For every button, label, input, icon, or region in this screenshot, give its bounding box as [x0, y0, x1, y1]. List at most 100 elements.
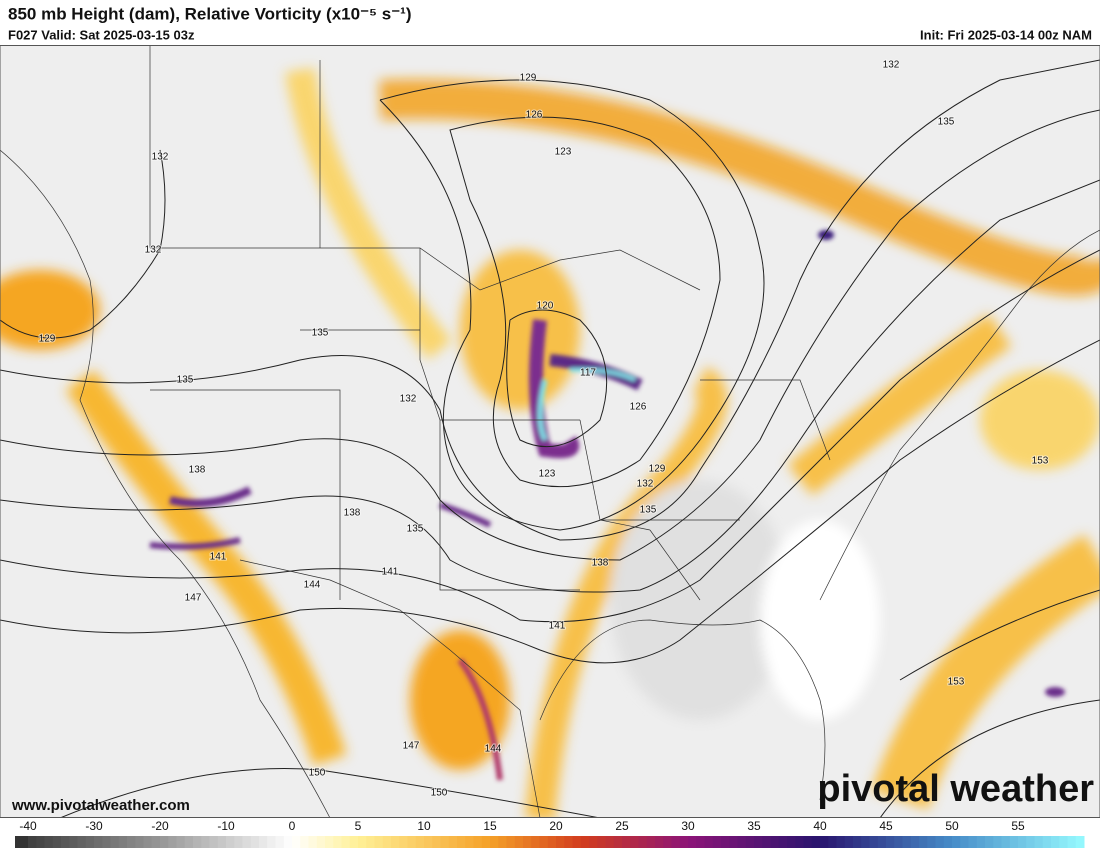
- colorbar-segment: [1051, 836, 1060, 848]
- colorbar-segment: [250, 836, 260, 848]
- contour-label: 132: [400, 394, 417, 405]
- colorbar-segment: [803, 836, 813, 848]
- colorbar-segment: [201, 836, 210, 848]
- vorticity-field: [0, 67, 1100, 818]
- colorbar-segment: [597, 836, 606, 848]
- vorticity-maxima: [149, 230, 1065, 781]
- contour-label: 153: [948, 677, 965, 688]
- colorbar-segment: [1026, 836, 1035, 848]
- colorbar-segment: [94, 836, 103, 848]
- init-time: Init: Fri 2025-03-14 00z NAM: [920, 27, 1092, 42]
- colorbar-segment: [976, 836, 986, 848]
- colorbar-segment: [778, 836, 788, 848]
- colorbar-segment: [869, 836, 879, 848]
- colorbar-segment: [267, 836, 276, 848]
- colorbar-segment: [259, 836, 268, 848]
- colorbar-tick-label: 35: [747, 819, 761, 833]
- colorbar-segment: [209, 836, 219, 848]
- height-contours: [0, 59, 1100, 818]
- colorbar-tick-label: 55: [1011, 819, 1025, 833]
- colorbar-tick-label: 45: [879, 819, 893, 833]
- colorbar-tick-label: 5: [355, 819, 362, 833]
- colorbar-segment: [811, 836, 821, 848]
- colorbar-segment: [580, 836, 590, 848]
- colorbar-segment: [275, 836, 285, 848]
- contour-label: 126: [526, 110, 543, 121]
- colorbar-segment: [160, 836, 169, 848]
- contour-label: 120: [537, 301, 554, 312]
- colorbar-segment: [424, 836, 433, 848]
- colorbar-segment: [184, 836, 194, 848]
- colorbar-segment: [1009, 836, 1019, 848]
- contour-label: 135: [177, 375, 194, 386]
- colorbar-segment: [118, 836, 128, 848]
- contour-label: 141: [382, 567, 399, 578]
- colorbar-segment: [844, 836, 854, 848]
- colorbar-segment: [481, 836, 491, 848]
- colorbar-segment: [1042, 836, 1052, 848]
- colorbar-segment: [217, 836, 227, 848]
- colorbar-segment: [531, 836, 540, 848]
- valid-time: F027 Valid: Sat 2025-03-15 03z: [8, 27, 195, 42]
- colorbar-segment: [605, 836, 615, 848]
- colorbar-segment: [696, 836, 705, 848]
- colorbar-segment: [366, 836, 375, 848]
- contour-label: 150: [309, 768, 326, 779]
- colorbar-segment: [407, 836, 417, 848]
- colorbar-segment: [630, 836, 639, 848]
- contour-label: 132: [883, 60, 900, 71]
- colorbar-segment: [292, 836, 301, 848]
- colorbar-segment: [1059, 836, 1068, 848]
- colorbar-segment: [853, 836, 862, 848]
- contour-label: 129: [649, 464, 666, 475]
- colorbar-segment: [283, 836, 293, 848]
- contour-labels: 129 126 123 132 135 132 132 129 135 135 132 120 117 1…: [38, 59, 1050, 800]
- colorbar-segment: [787, 836, 796, 848]
- contour-label: 144: [485, 744, 502, 755]
- colorbar-segment: [745, 836, 755, 848]
- colorbar-segment: [226, 836, 235, 848]
- contour-label: 123: [539, 469, 556, 480]
- colorbar-segment: [952, 836, 961, 848]
- contour-label: 132: [145, 245, 162, 256]
- colorbar-segment: [234, 836, 243, 848]
- colorbar-segment: [679, 836, 689, 848]
- contour-label: 144: [304, 580, 321, 591]
- colorbar-segment: [985, 836, 994, 848]
- contour-label: 138: [189, 465, 206, 476]
- colorbar-segment: [143, 836, 153, 848]
- colorbar-segment: [457, 836, 466, 848]
- colorbar-tick-label: -10: [217, 819, 235, 833]
- colorbar-segment: [836, 836, 846, 848]
- colorbar-segment: [721, 836, 730, 848]
- colorbar-tick-label: -40: [19, 819, 37, 833]
- colorbar-segment: [943, 836, 953, 848]
- colorbar-segment: [762, 836, 771, 848]
- colorbar-segment: [242, 836, 252, 848]
- colorbar-tick-label: 40: [813, 819, 827, 833]
- colorbar-segment: [15, 836, 28, 848]
- colorbar-tick-label: 25: [615, 819, 629, 833]
- colorbar-segment: [193, 836, 202, 848]
- colorbar-segment: [919, 836, 928, 848]
- colorbar-segment: [514, 836, 524, 848]
- colorbar-segment: [374, 836, 384, 848]
- colorbar-segment: [638, 836, 648, 848]
- colorbar-segment: [671, 836, 681, 848]
- colorbar-segment: [36, 836, 45, 848]
- colorbar-segment: [440, 836, 450, 848]
- map-frame: [0, 45, 1100, 818]
- colorbar-segment: [391, 836, 400, 848]
- colorbar-segment: [712, 836, 722, 848]
- colorbar-segment: [572, 836, 582, 848]
- colorbar-segment: [894, 836, 903, 848]
- colorbar-segment: [523, 836, 532, 848]
- colorbar-segment: [382, 836, 392, 848]
- colorbar-tick-label: 50: [945, 819, 959, 833]
- colorbar-segment: [704, 836, 714, 848]
- contour-label: 138: [592, 558, 609, 569]
- contour-label: 126: [630, 402, 647, 413]
- contour-label: 138: [344, 508, 361, 519]
- colorbar-segment: [399, 836, 408, 848]
- colorbar-segment: [127, 836, 136, 848]
